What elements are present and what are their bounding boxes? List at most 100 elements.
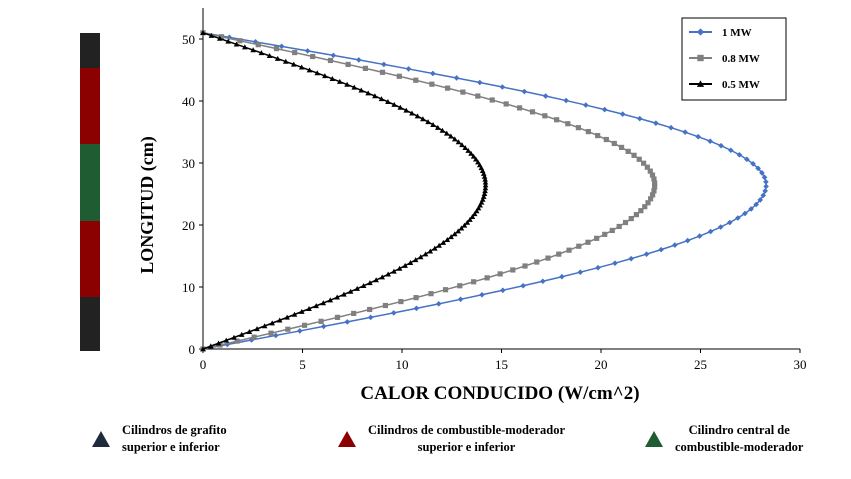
data-point xyxy=(520,282,526,289)
legend-box: 1 MW 0.8 MW 0.5 MW xyxy=(681,17,787,101)
data-point xyxy=(736,151,743,158)
data-point xyxy=(649,172,656,178)
data-point xyxy=(448,234,454,240)
data-point xyxy=(274,55,281,61)
data-point xyxy=(684,237,691,244)
data-point xyxy=(482,185,489,191)
data-point xyxy=(563,97,569,104)
data-point xyxy=(417,254,424,260)
data-point xyxy=(461,222,468,228)
data-point xyxy=(379,274,386,280)
data-point xyxy=(255,42,261,48)
data-point xyxy=(397,104,404,110)
series-0.8-mw xyxy=(200,30,658,352)
data-point xyxy=(207,343,214,349)
data-point xyxy=(497,271,503,277)
data-point xyxy=(261,323,268,329)
data-point xyxy=(407,259,414,266)
data-point xyxy=(585,239,591,245)
data-point xyxy=(643,251,650,257)
data-point xyxy=(292,49,298,56)
data-point xyxy=(246,328,253,334)
data-point xyxy=(398,298,404,305)
data-point xyxy=(403,107,410,113)
data-point xyxy=(445,85,451,91)
data-point xyxy=(396,265,403,271)
data-point xyxy=(273,46,280,52)
data-point xyxy=(276,317,283,323)
x-tick-label: 5 xyxy=(299,357,306,372)
x-tick-label: 20 xyxy=(595,357,608,372)
data-point xyxy=(252,39,259,45)
data-point xyxy=(748,206,754,212)
data-point xyxy=(707,138,713,145)
data-point xyxy=(320,300,327,306)
data-point xyxy=(462,144,469,151)
data-point xyxy=(468,150,474,156)
x-tick-label: 30 xyxy=(794,357,807,372)
data-point xyxy=(425,119,431,125)
data-point xyxy=(334,294,340,300)
data-point xyxy=(355,57,362,63)
legend-fuel-central-line2: combustible-moderador xyxy=(675,440,804,454)
data-point xyxy=(595,264,601,271)
data-point xyxy=(451,231,458,237)
data-point xyxy=(628,255,634,262)
x-tick-label: 25 xyxy=(694,357,707,372)
data-point xyxy=(522,263,528,269)
data-point xyxy=(726,219,733,226)
data-point xyxy=(402,262,408,268)
data-point xyxy=(609,227,615,234)
data-point xyxy=(638,208,644,214)
data-point xyxy=(282,58,289,64)
data-point xyxy=(534,259,540,265)
data-point xyxy=(413,295,419,301)
data-point xyxy=(601,106,608,113)
data-point xyxy=(576,243,582,249)
data-point xyxy=(413,77,419,83)
data-point xyxy=(378,96,385,102)
data-point xyxy=(231,334,237,340)
data-point xyxy=(381,61,387,68)
data-point xyxy=(577,269,584,276)
data-point xyxy=(575,125,581,131)
data-point xyxy=(499,84,506,90)
stack-segment-fuel-lower xyxy=(80,220,100,297)
data-point xyxy=(755,165,761,172)
data-point xyxy=(336,78,343,84)
legend-label: 1 MW xyxy=(722,27,752,39)
data-point xyxy=(358,87,365,93)
data-point xyxy=(480,170,487,176)
data-point xyxy=(457,283,463,289)
fuel-outer-triangle-icon xyxy=(338,431,356,447)
data-point xyxy=(233,41,240,47)
y-tick-label: 10 xyxy=(182,280,195,295)
data-point xyxy=(542,93,549,99)
data-point xyxy=(234,338,240,344)
data-point xyxy=(473,156,479,162)
legend-fuel-central: Cilindro central de combustible-moderado… xyxy=(645,422,803,456)
data-point xyxy=(482,188,488,194)
data-point xyxy=(516,105,523,111)
legend-label: 0.5 MW xyxy=(722,79,760,91)
data-point xyxy=(510,267,516,273)
data-point xyxy=(471,211,478,217)
data-point xyxy=(453,75,460,81)
series-line xyxy=(202,32,656,350)
data-point xyxy=(436,242,442,248)
data-point xyxy=(297,328,303,334)
data-point xyxy=(278,43,285,50)
data-point xyxy=(735,215,741,221)
legend-fuel-outer-line1: Cilindros de combustible-moderador xyxy=(368,423,565,437)
data-point xyxy=(482,182,489,188)
data-point xyxy=(298,64,305,70)
data-point xyxy=(448,133,454,139)
data-point xyxy=(475,93,481,99)
data-point xyxy=(479,291,485,298)
series-line xyxy=(202,32,487,350)
data-point xyxy=(344,81,350,87)
data-point xyxy=(431,245,438,251)
data-point xyxy=(345,61,351,68)
data-point xyxy=(642,204,648,210)
data-point xyxy=(753,201,759,208)
